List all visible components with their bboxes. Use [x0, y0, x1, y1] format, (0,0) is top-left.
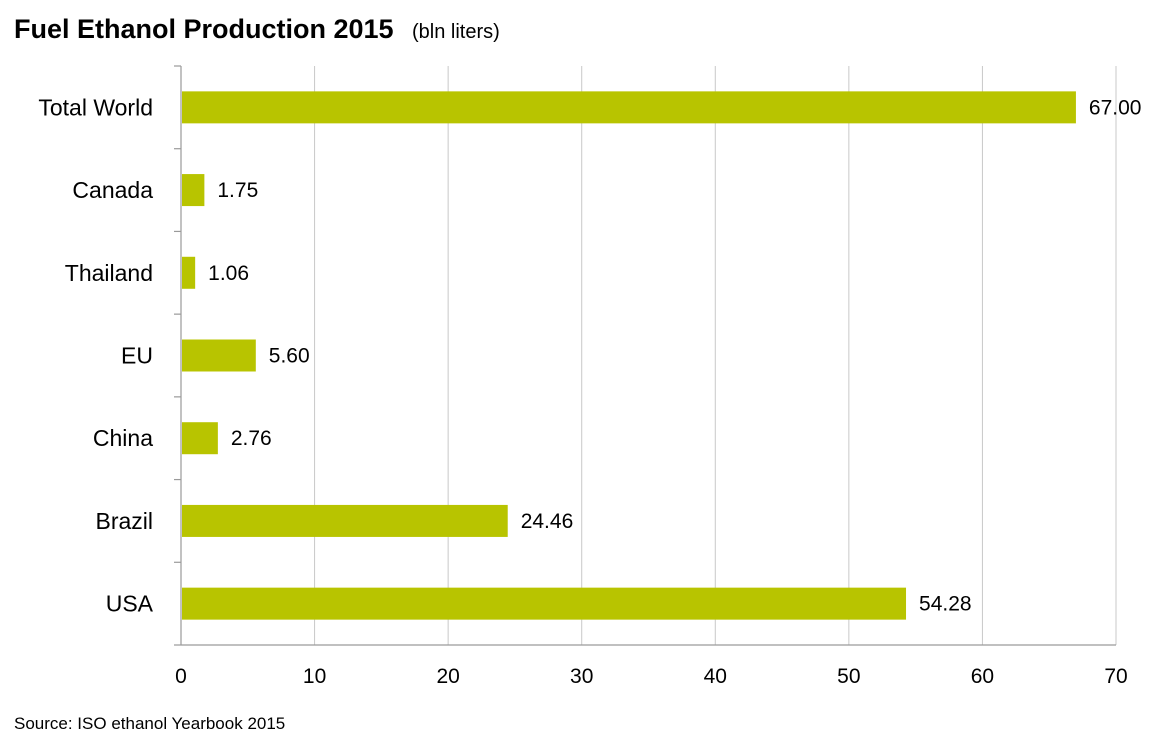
x-tick-label: 0 [175, 665, 187, 688]
data-label: 2.76 [231, 427, 272, 450]
x-tick-label: 10 [303, 665, 326, 688]
category-label: USA [106, 591, 154, 617]
category-label: Brazil [95, 508, 153, 534]
x-tick-label: 60 [971, 665, 994, 688]
bar [182, 339, 256, 372]
chart-subtitle: (bln liters) [412, 21, 500, 43]
data-label: 1.75 [217, 179, 258, 202]
data-label: 5.60 [269, 345, 310, 368]
source-note: Source: ISO ethanol Yearbook 2015 [14, 714, 286, 733]
x-tick-label: 30 [570, 665, 593, 688]
chart-title-row: Fuel Ethanol Production 2015 (bln liters… [14, 14, 500, 45]
bar [182, 504, 508, 537]
category-label: Thailand [65, 260, 153, 286]
bar [182, 174, 205, 207]
category-label: Canada [72, 177, 153, 203]
bar [182, 91, 1076, 124]
category-label: EU [121, 343, 153, 369]
x-tick-label: 20 [436, 665, 459, 688]
x-tick-label: 40 [704, 665, 727, 688]
data-label: 54.28 [919, 593, 972, 616]
bar-chart: 0 10 20 30 40 50 60 70 Total World 67.00 Canada 1.7… [38, 65, 1142, 688]
data-label: 67.00 [1089, 96, 1142, 119]
bar [182, 422, 218, 455]
category-label: China [93, 425, 153, 451]
x-tick-label: 50 [837, 665, 860, 688]
category-label: Total World [38, 94, 153, 120]
bar [182, 256, 196, 289]
x-tick-label: 70 [1104, 665, 1127, 688]
data-label: 24.46 [521, 510, 574, 533]
bar [182, 587, 907, 620]
data-label: 1.06 [208, 262, 249, 285]
chart-title: Fuel Ethanol Production 2015 [14, 14, 394, 44]
